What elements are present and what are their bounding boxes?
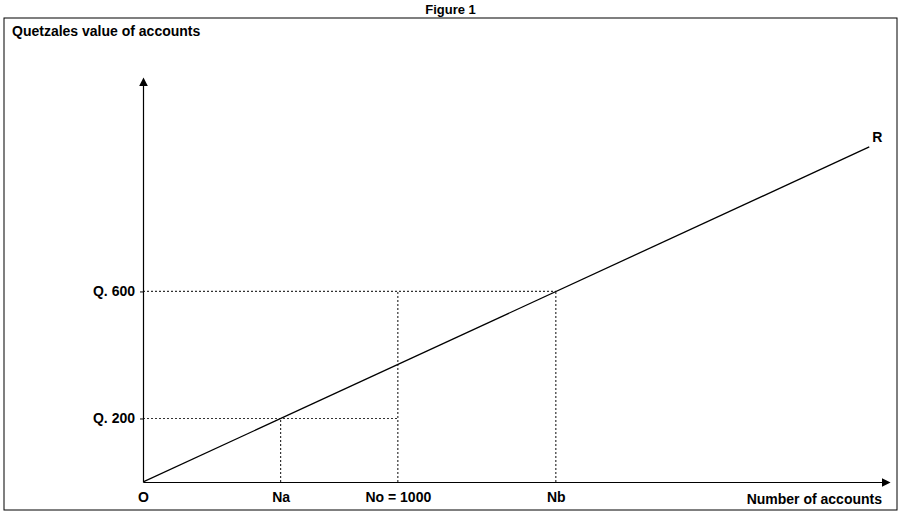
x-tick: O <box>138 482 149 505</box>
y-tick: Q. 600 <box>93 283 143 299</box>
x-axis-title: Number of accounts <box>747 491 883 507</box>
y-tick: Q. 200 <box>93 410 143 426</box>
y-axis-line <box>143 86 144 483</box>
x-tick: No = 1000 <box>365 482 431 505</box>
title: Figure 1 <box>425 2 476 17</box>
y-tick-label: Q. 600 <box>93 283 135 299</box>
guide-line <box>280 418 281 482</box>
guide-line <box>143 291 556 292</box>
guide-line <box>555 291 556 482</box>
y-axis: Q. 200 Q. 600 <box>93 86 144 483</box>
y-tick-label: Q. 200 <box>93 410 135 426</box>
x-tick-label: No = 1000 <box>365 489 431 505</box>
line <box>143 147 869 482</box>
x-axis: O Na No = 1000 Nb <box>138 482 882 505</box>
frame <box>4 18 897 510</box>
y-tick-mark <box>140 291 143 292</box>
x-tick: Na <box>272 482 290 505</box>
y-axis-title: Quetzales value of accounts <box>12 23 200 39</box>
chart: Figure 1 Quetzales value of accounts Numbe… <box>0 0 901 514</box>
guide-line <box>143 418 398 419</box>
x-tick-label: Nb <box>547 489 566 505</box>
line-label: R <box>872 129 882 145</box>
plot-area <box>143 147 869 482</box>
x-tick: Nb <box>547 482 566 505</box>
x-tick-label: O <box>138 489 149 505</box>
x-tick-label: Na <box>272 489 290 505</box>
y-tick-mark <box>140 418 143 419</box>
x-axis-line <box>144 482 883 483</box>
guide-line <box>397 291 398 482</box>
